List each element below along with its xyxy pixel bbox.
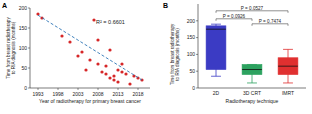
point (112, 74, 115, 77)
label-line: to RIA diagnosis (months) (175, 28, 180, 81)
y-tick-label: 150 (187, 34, 196, 40)
panel-label: A (2, 2, 7, 9)
x-axis-label: Radiotherapy technique (226, 98, 279, 104)
whisker-cap (211, 76, 221, 77)
point (68, 40, 71, 43)
x-axis-label: Year of radiotherapy for primary breast … (39, 98, 141, 104)
y-tick-label: 100 (187, 51, 196, 57)
median (206, 29, 226, 30)
point (116, 80, 119, 83)
y-tick-label: 0 (192, 85, 195, 91)
point (36, 12, 39, 15)
box (242, 64, 262, 74)
box (206, 26, 226, 70)
y-tick-label: 150 (19, 25, 28, 31)
y-tick-label: 50 (21, 65, 27, 71)
y-tick-label: 200 (19, 5, 28, 11)
whisker-cap (247, 82, 257, 83)
box (278, 58, 298, 75)
y-tick (196, 20, 198, 21)
point (104, 64, 107, 67)
y-axis-label: Time from breast radiotherapyto RIA diag… (6, 17, 16, 79)
y-tick-label: 200 (187, 18, 196, 24)
point (120, 62, 123, 65)
annotation: R² = 0.6601 (96, 19, 125, 25)
point (84, 68, 87, 71)
x-tick-label: 2013 (112, 91, 123, 97)
point (108, 48, 111, 51)
x-tick-label: 2008 (92, 91, 103, 97)
p-value: P = 0.0926 (223, 14, 246, 19)
trend-line (38, 15, 142, 80)
x-tick-label: 2018 (132, 91, 143, 97)
whisker-cap (283, 49, 293, 50)
x-tick-label: 1993 (32, 91, 43, 97)
point (88, 58, 91, 61)
point (124, 72, 127, 75)
point (112, 78, 115, 81)
point (60, 34, 63, 37)
x-tick-label: 1998 (52, 91, 63, 97)
point (116, 68, 119, 71)
whisker-cap (283, 82, 293, 83)
point (104, 72, 107, 75)
y-tick (196, 37, 198, 38)
point (76, 54, 79, 57)
x-tick-label: IMRT (282, 90, 294, 96)
plot-area (36, 12, 143, 85)
point (100, 70, 103, 73)
bracket (216, 19, 252, 21)
whisker-cap (211, 24, 221, 25)
point (80, 50, 83, 53)
x-tick-label: 3D CRT (243, 90, 261, 96)
point (128, 82, 131, 85)
label-line: to RIA diagnosis (months) (11, 21, 16, 74)
y-tick (28, 88, 30, 89)
y-axis (198, 4, 199, 88)
y-tick (28, 8, 30, 9)
point (120, 70, 123, 73)
bracket (252, 24, 288, 26)
point (96, 62, 99, 65)
y-tick (196, 88, 198, 89)
plot-area (206, 24, 298, 83)
x-tick-label: 2003 (72, 91, 83, 97)
y-tick (196, 71, 198, 72)
point (96, 38, 99, 41)
median (242, 69, 262, 70)
y-tick-label: 0 (24, 85, 27, 91)
y-axis-label: Time from breast radiotherapyto RIA diag… (170, 23, 180, 85)
y-tick-label: 50 (189, 68, 195, 74)
bracket (216, 11, 288, 13)
x-axis (30, 88, 150, 89)
y-tick (28, 28, 30, 29)
y-tick-label: 100 (19, 45, 28, 51)
y-tick (28, 68, 30, 69)
x-axis (198, 88, 306, 89)
p-value: P = 0.0527 (241, 6, 264, 11)
point (132, 74, 135, 77)
y-tick (196, 54, 198, 55)
figure: A Time from breast radiotherapyto RIA dia… (0, 0, 312, 114)
p-value: P = 0.7474 (259, 19, 282, 24)
median (278, 66, 298, 67)
y-tick (28, 48, 30, 49)
panel-label: B (163, 2, 168, 9)
point (108, 76, 111, 79)
x-tick-label: 2D (213, 90, 220, 96)
